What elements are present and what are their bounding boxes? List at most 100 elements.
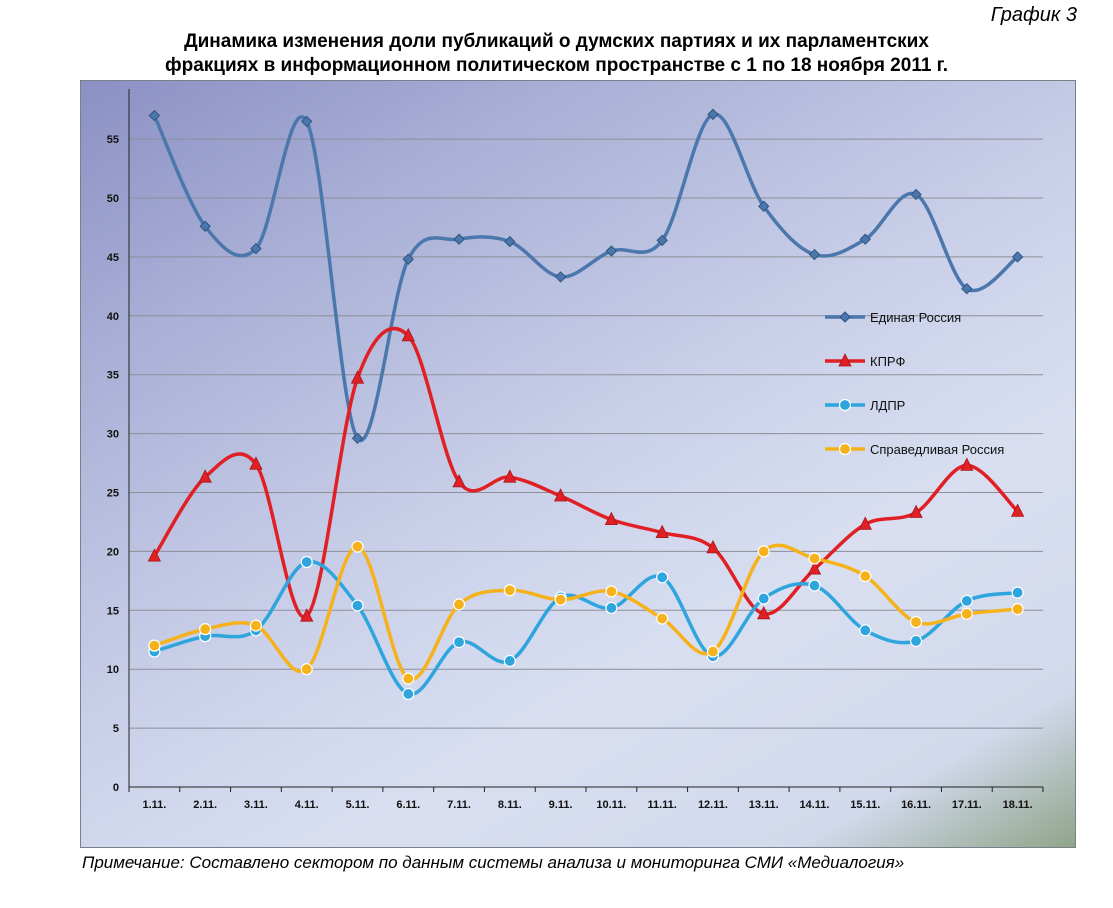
y-tick-label: 0: [113, 782, 119, 794]
data-point-spravedlivaya-rossiya: [706, 645, 720, 658]
data-point-ldpr: [503, 654, 516, 668]
x-tick-label: 16.11.: [901, 799, 931, 811]
data-point-edinaya-rossiya: [808, 248, 821, 261]
data-point-kprf: [706, 539, 720, 554]
data-point-ldpr: [605, 601, 618, 615]
data-point-edinaya-rossiya: [504, 235, 516, 248]
series-line-edinaya-rossiya: [152, 112, 1020, 443]
data-point-kprf: [249, 456, 263, 470]
data-point-kprf: [503, 469, 517, 483]
data-point-edinaya-rossiya: [656, 234, 668, 247]
data-point-edinaya-rossiya: [148, 109, 161, 122]
x-tick-label: 1.11.: [142, 799, 166, 811]
data-point-spravedlivaya-rossiya: [351, 540, 364, 553]
x-tick-label: 12.11.: [698, 799, 728, 811]
data-point-kprf: [655, 524, 669, 538]
data-point-edinaya-rossiya: [402, 253, 414, 265]
data-point-edinaya-rossiya: [707, 108, 719, 121]
chart-title-line-2: фракциях в информационном политическом п…: [165, 55, 948, 76]
data-point-kprf: [147, 548, 162, 562]
data-point-edinaya-rossiya: [199, 220, 211, 232]
x-tick-label: 3.11.: [244, 799, 268, 811]
series-line-kprf: [152, 326, 1020, 619]
data-point-ldpr: [960, 594, 973, 607]
x-tick-label: 2.11.: [193, 799, 217, 811]
data-point-edinaya-rossiya: [554, 271, 567, 283]
data-point-kprf: [604, 511, 619, 525]
x-tick-label: 4.11.: [295, 799, 319, 811]
series-line-ldpr: [152, 559, 1020, 696]
chart-title: Динамика изменения доли публикаций о дум…: [0, 30, 1113, 78]
x-tick-label: 13.11.: [749, 799, 779, 811]
data-point-edinaya-rossiya: [910, 188, 922, 201]
data-point-ldpr: [757, 592, 770, 605]
data-point-ldpr: [402, 687, 415, 701]
x-tick-label: 8.11.: [498, 799, 522, 811]
y-tick-label: 5: [113, 723, 119, 735]
data-point-spravedlivaya-rossiya: [503, 584, 516, 597]
data-point-edinaya-rossiya: [351, 432, 364, 445]
data-point-spravedlivaya-rossiya: [808, 552, 821, 565]
data-point-edinaya-rossiya: [453, 233, 465, 245]
data-point-edinaya-rossiya: [961, 282, 973, 295]
data-point-spravedlivaya-rossiya: [960, 607, 973, 620]
x-tick-label: 9.11.: [549, 799, 573, 811]
x-tick-label: 10.11.: [596, 799, 626, 811]
data-point-edinaya-rossiya: [250, 242, 262, 255]
legend-label-spravedlivaya-rossiya: Справедливая Россия: [870, 442, 1004, 457]
y-tick-label: 50: [107, 193, 119, 205]
data-point-kprf: [858, 516, 872, 530]
data-point-ldpr: [1011, 586, 1024, 599]
data-point-kprf: [1010, 503, 1025, 517]
data-point-spravedlivaya-rossiya: [148, 639, 161, 652]
data-point-ldpr: [859, 624, 872, 637]
plot-frame: [80, 80, 1076, 848]
data-point-spravedlivaya-rossiya: [199, 623, 212, 636]
data-point-edinaya-rossiya: [758, 200, 770, 212]
x-tick-label: 14.11.: [800, 799, 830, 811]
data-point-spravedlivaya-rossiya: [300, 663, 313, 676]
legend-marker-ldpr: [838, 398, 852, 412]
graph-number-label: График 3: [990, 4, 1077, 26]
data-point-kprf: [960, 457, 974, 471]
data-point-edinaya-rossiya: [859, 233, 871, 245]
y-tick-label: 25: [107, 488, 119, 500]
data-point-ldpr: [452, 636, 466, 649]
data-point-kprf: [807, 561, 822, 575]
legend-marker-spravedlivaya-rossiya: [838, 442, 852, 456]
data-point-spravedlivaya-rossiya: [605, 585, 618, 598]
data-point-kprf: [350, 370, 365, 384]
data-point-kprf: [198, 469, 212, 483]
y-tick-label: 30: [107, 429, 119, 441]
data-point-edinaya-rossiya: [1011, 251, 1024, 263]
y-tick-label: 40: [107, 311, 119, 323]
source-note: Примечание: Составлено сектором по данны…: [82, 853, 905, 872]
y-tick-label: 55: [107, 134, 119, 146]
x-tick-label: 15.11.: [850, 799, 880, 811]
data-point-kprf: [401, 327, 415, 342]
legend-label-ldpr: ЛДПР: [870, 398, 905, 413]
data-point-kprf: [909, 504, 923, 518]
x-tick-label: 6.11.: [396, 799, 420, 811]
data-point-spravedlivaya-rossiya: [757, 545, 770, 558]
data-point-spravedlivaya-rossiya: [249, 619, 263, 632]
x-tick-label: 11.11.: [647, 799, 676, 811]
legend-marker-edinaya-rossiya: [839, 311, 851, 323]
data-point-spravedlivaya-rossiya: [402, 672, 415, 685]
data-point-kprf: [452, 474, 466, 488]
data-point-ldpr: [656, 571, 669, 584]
data-point-spravedlivaya-rossiya: [859, 570, 872, 583]
data-point-kprf: [300, 608, 314, 622]
line-chart: 0 5 10 15 20 25 30 35 40 45 50 55 1.11. 2.11. 3.11. 4.1…: [107, 89, 1044, 811]
data-point-spravedlivaya-rossiya: [554, 593, 567, 606]
legend-label-edinaya-rossiya: Единая Россия: [870, 310, 961, 325]
y-tick-label: 35: [107, 370, 119, 382]
data-point-ldpr: [808, 579, 821, 592]
data-point-kprf: [553, 488, 568, 502]
data-point-ldpr: [300, 555, 313, 569]
y-tick-label: 10: [107, 664, 119, 676]
x-tick-label: 18.11.: [1003, 799, 1033, 811]
chart-title-line-1: Динамика изменения доли публикаций о дум…: [184, 31, 929, 52]
x-tick-label: 17.11.: [952, 799, 982, 811]
legend-label-kprf: КПРФ: [870, 354, 905, 369]
